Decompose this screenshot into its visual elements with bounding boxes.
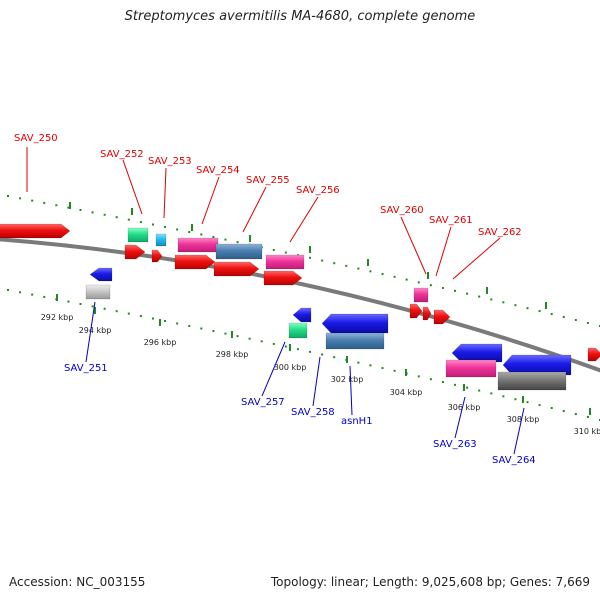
gene-fwd-arrow-3[interactable] xyxy=(174,254,216,270)
gene-fwd-arrow-6[interactable] xyxy=(422,306,432,321)
gene-fwd-arrow-2[interactable] xyxy=(151,249,163,263)
gene-label[interactable]: SAV_261 xyxy=(429,215,473,226)
ruler-tick-mark xyxy=(346,356,348,363)
ruler-tick-mark xyxy=(231,331,233,338)
gene-labels: SAV_250 SAV_252 SAV_253 SAV_254 SAV_255 SAV_2… xyxy=(14,133,536,466)
gene-sav260-box[interactable] xyxy=(413,287,429,303)
upper-tick-mark xyxy=(249,235,251,242)
gene-sav256-box[interactable] xyxy=(265,254,305,270)
gene-label[interactable]: SAV_253 xyxy=(148,156,192,167)
gene-sav257-box[interactable] xyxy=(288,322,308,339)
gene-label[interactable]: SAV_250 xyxy=(14,133,58,144)
upper-tick-mark xyxy=(427,272,429,279)
leader-line xyxy=(452,237,501,280)
leader-line xyxy=(201,176,220,225)
gene-fwd-arrow-4[interactable] xyxy=(213,261,260,277)
lower-track-dots xyxy=(7,289,600,421)
gene-label[interactable]: SAV_251 xyxy=(64,363,108,374)
gene-sav251-box[interactable] xyxy=(85,284,111,300)
ruler-tick-mark xyxy=(405,369,407,376)
gene-label[interactable]: SAV_255 xyxy=(246,175,290,186)
map-title: Streptomyces avermitilis MA-4680, comple… xyxy=(124,9,476,24)
ruler-tick-label: 310 kbp xyxy=(574,427,600,436)
leader-line xyxy=(435,226,452,277)
gene-sav264-box[interactable] xyxy=(497,371,567,391)
leader-line xyxy=(349,365,353,416)
gene-sav253-box[interactable] xyxy=(155,233,167,247)
leader-line xyxy=(289,196,319,243)
accession-text: Accession: NC_003155 xyxy=(9,575,146,589)
gene-sav254-box[interactable] xyxy=(177,237,219,253)
upper-tick-mark xyxy=(131,208,133,215)
ruler-tick-label: 292 kbp xyxy=(41,313,74,322)
gene-sav258-arrow[interactable] xyxy=(321,313,389,334)
gene-fwd-arrow-1[interactable] xyxy=(124,244,146,260)
gene-rev-arrow-2[interactable] xyxy=(292,307,312,323)
upper-track-dots xyxy=(7,195,600,327)
ruler-tick-label: 298 kbp xyxy=(216,350,249,359)
upper-tick-mark xyxy=(367,259,369,266)
upper-tick-mark xyxy=(486,287,488,294)
gene-label[interactable]: SAV_263 xyxy=(433,439,477,450)
leader-line xyxy=(312,356,321,407)
ruler-tick-label: 300 kbp xyxy=(274,363,307,372)
gene-fwd-arrow-5[interactable] xyxy=(263,270,303,286)
leader-line xyxy=(454,396,466,439)
leader-line xyxy=(261,341,286,397)
gene-asnh1-box[interactable] xyxy=(325,332,385,350)
leader-line xyxy=(242,186,267,233)
gene-sav255-box[interactable] xyxy=(215,243,263,260)
leader-line xyxy=(122,159,143,215)
gene-sav262-arrow[interactable] xyxy=(433,309,451,325)
genome-stats-text: Topology: linear; Length: 9,025,608 bp; … xyxy=(270,575,590,589)
gene-fwd-arrow-7[interactable] xyxy=(587,347,600,362)
ruler-tick-label: 306 kbp xyxy=(448,403,481,412)
leader-line xyxy=(513,407,525,455)
gene-rev-arrow-1[interactable] xyxy=(89,267,113,282)
upper-tick-mark xyxy=(191,224,193,231)
upper-tick-mark xyxy=(69,202,71,209)
ruler-ticks: 292 kbp 294 kbp 296 kbp 298 kbp 300 kbp 302 k… xyxy=(41,202,600,436)
ruler-tick-label: 302 kbp xyxy=(331,375,364,384)
gene-sav250-arrow[interactable] xyxy=(0,223,71,239)
label-leader-lines xyxy=(26,147,525,455)
ruler-tick-mark xyxy=(463,384,465,391)
leader-line xyxy=(163,167,167,219)
gene-label[interactable]: SAV_257 xyxy=(241,397,285,408)
gene-sav252-box[interactable] xyxy=(127,227,149,243)
leader-line xyxy=(85,301,96,363)
gene-label[interactable]: SAV_262 xyxy=(478,227,522,238)
gene-rev-arrow-4[interactable] xyxy=(502,354,572,376)
upper-tick-mark xyxy=(545,302,547,309)
gene-label[interactable]: SAV_258 xyxy=(291,407,335,418)
ruler-tick-mark xyxy=(94,307,96,314)
gene-label[interactable]: SAV_260 xyxy=(380,205,424,216)
gene-label[interactable]: SAV_254 xyxy=(196,165,240,176)
upper-tick-mark xyxy=(309,246,311,253)
gene-label[interactable]: SAV_252 xyxy=(100,149,144,160)
track-dot-lines xyxy=(7,195,600,421)
ruler-tick-label: 308 kbp xyxy=(507,415,540,424)
gene-label[interactable]: SAV_256 xyxy=(296,185,340,196)
genome-backbone xyxy=(0,237,600,373)
ruler-tick-mark xyxy=(56,294,58,301)
leader-line xyxy=(400,216,427,275)
gene-features xyxy=(0,223,600,391)
ruler-tick-label: 294 kbp xyxy=(79,326,112,335)
gene-sav261-arrow[interactable] xyxy=(409,303,423,319)
gene-rev-arrow-3[interactable] xyxy=(451,343,503,363)
gene-label[interactable]: asnH1 xyxy=(341,416,373,427)
ruler-tick-label: 304 kbp xyxy=(390,388,423,397)
gene-label[interactable]: SAV_264 xyxy=(492,455,536,466)
ruler-tick-mark xyxy=(522,396,524,403)
gene-sav263-box[interactable] xyxy=(445,359,497,378)
ruler-tick-label: 296 kbp xyxy=(144,338,177,347)
ruler-tick-mark xyxy=(289,344,291,351)
ruler-tick-mark xyxy=(589,408,591,415)
ruler-tick-mark xyxy=(159,319,161,326)
